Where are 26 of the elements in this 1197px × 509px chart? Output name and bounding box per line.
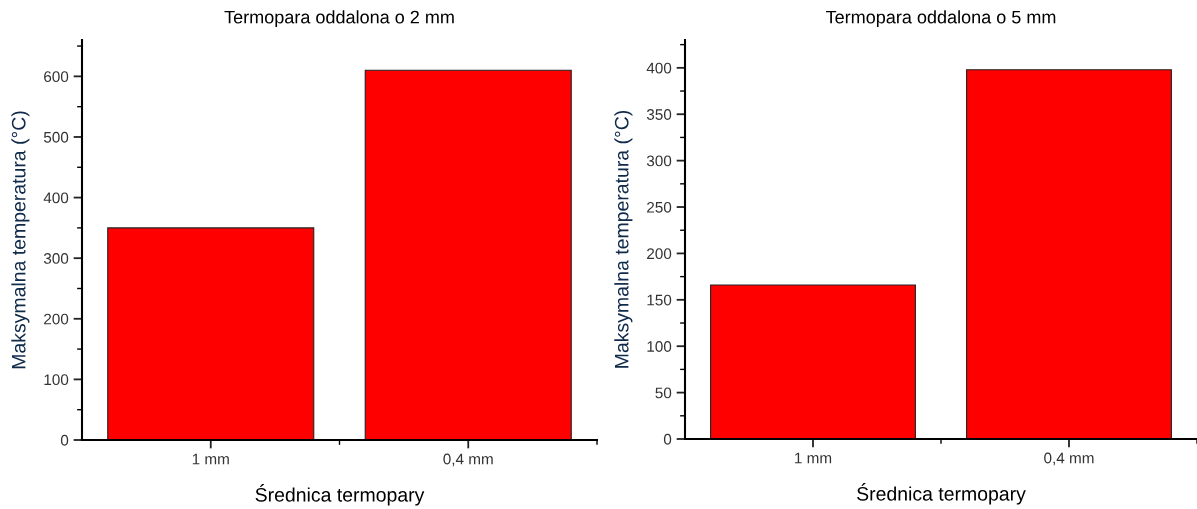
x-axis-title: Średnica termopary bbox=[255, 484, 425, 506]
x-tick-label: 1 mm bbox=[795, 452, 832, 464]
x-tick-label: 0,4 mm bbox=[443, 453, 493, 467]
y-axis-title: Maksymalna temperatura (°C) bbox=[614, 110, 633, 368]
x-tick-label: 1 mm bbox=[192, 453, 229, 465]
y-axis-title: Maksymalna temperatura (°C) bbox=[11, 111, 30, 369]
y-tick-label: 250 bbox=[647, 201, 672, 213]
y-tick-label: 0 bbox=[663, 433, 672, 445]
y-tick-label: 50 bbox=[655, 387, 672, 399]
x-axis-title: Średnica termopary bbox=[857, 483, 1026, 505]
y-tick-label: 200 bbox=[44, 313, 69, 325]
y-tick-label: 300 bbox=[43, 253, 69, 264]
y-tick-label: 400 bbox=[43, 192, 69, 204]
y-tick-label: 200 bbox=[647, 248, 672, 260]
y-tick-label: 350 bbox=[646, 109, 672, 120]
y-tick-label: 100 bbox=[44, 374, 69, 386]
y-tick-label: 0 bbox=[60, 434, 69, 446]
chart-title: Termopara oddalona o 2 mm bbox=[224, 10, 454, 28]
chart-title: Termopara oddalona o 5 mm bbox=[826, 10, 1056, 28]
y-tick-label: 300 bbox=[646, 155, 672, 167]
y-tick-label: 100 bbox=[647, 341, 672, 352]
x-tick-label: 0,4 mm bbox=[1044, 452, 1094, 466]
y-tick-label: 150 bbox=[647, 294, 672, 306]
y-tick-label: 600 bbox=[44, 71, 69, 83]
y-tick-label: 500 bbox=[43, 131, 69, 143]
y-tick-label: 400 bbox=[646, 62, 672, 74]
